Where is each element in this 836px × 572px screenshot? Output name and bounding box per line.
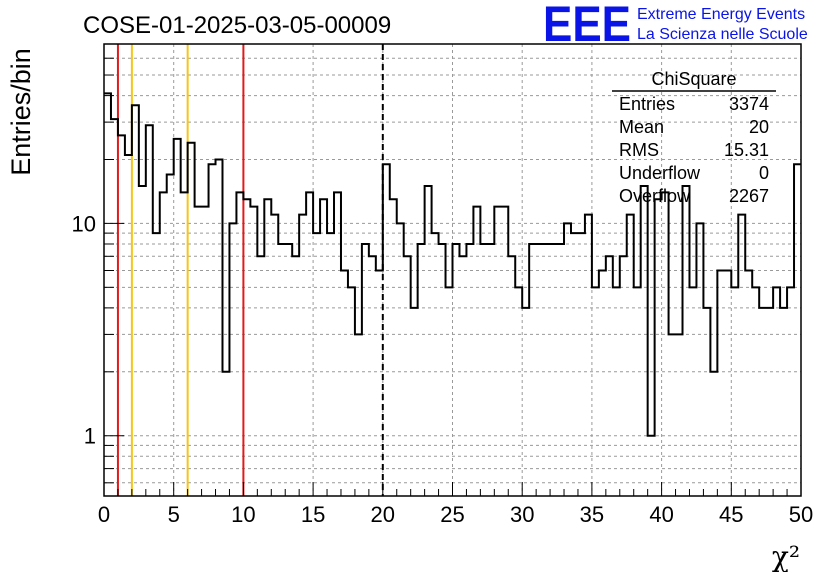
stats-row-label: RMS [619, 140, 659, 160]
x-tick-label: 50 [789, 502, 813, 527]
eee-logo-line1: Extreme Energy Events [637, 6, 805, 23]
histogram-series [104, 92, 801, 437]
x-axis-label: χ² [772, 540, 800, 572]
stats-row-value: 0 [759, 163, 769, 183]
stats-row-value: 3374 [729, 94, 769, 114]
eee-logo-mark: EEE [543, 0, 631, 52]
chart-title: COSE-01-2025-03-05-00009 [83, 12, 391, 39]
stats-row-label: Entries [619, 94, 675, 114]
x-tick-label: 30 [510, 502, 534, 527]
stats-row-value: 2267 [729, 186, 769, 206]
stats-row-value: 20 [749, 117, 769, 137]
x-tick-label: 5 [168, 502, 180, 527]
y-tick-label: 1 [84, 424, 96, 449]
eee-logo: EEE Extreme Energy Events La Scienza nel… [543, 0, 808, 52]
y-tick-label: 10 [72, 211, 96, 236]
x-tick-label: 0 [98, 502, 110, 527]
x-tick-label: 35 [580, 502, 604, 527]
x-tick-label: 40 [649, 502, 673, 527]
stats-row-value: 15.31 [724, 140, 769, 160]
x-tick-label: 25 [440, 502, 464, 527]
y-axis-ticks: 1 10 [72, 43, 124, 484]
stats-row-label: Underflow [619, 163, 701, 183]
stats-box: ChiSquare Entries 3374 Mean 20 RMS 15.31 Under… [612, 69, 776, 206]
stats-box-title: ChiSquare [651, 69, 736, 89]
y-axis-label: Entries/bin [6, 48, 36, 176]
x-tick-label: 20 [371, 502, 395, 527]
x-tick-label: 15 [301, 502, 325, 527]
x-tick-label: 10 [231, 502, 255, 527]
eee-logo-line2: La Scienza nelle Scuole [637, 26, 808, 43]
x-axis-ticks: 0 5 10 15 20 25 30 35 40 45 50 [98, 482, 813, 527]
stats-row-label: Mean [619, 117, 664, 137]
x-tick-label: 45 [719, 502, 743, 527]
stats-row-label: Overflow [619, 186, 691, 206]
